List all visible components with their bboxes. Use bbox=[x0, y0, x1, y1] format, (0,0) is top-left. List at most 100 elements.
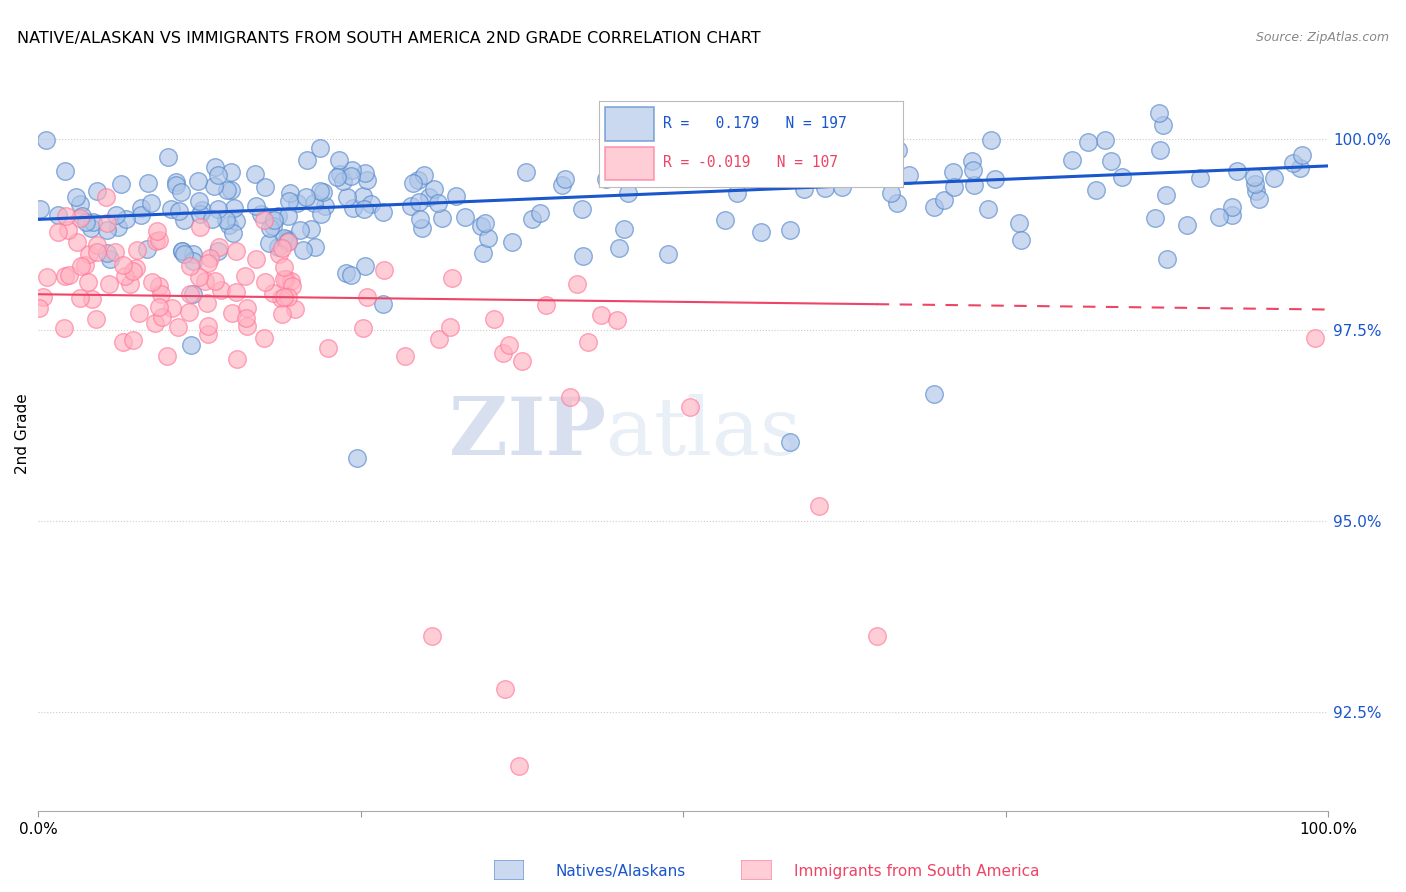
Point bbox=[1243, 169, 1265, 184]
Point bbox=[1226, 164, 1249, 178]
Point bbox=[962, 163, 984, 178]
Point bbox=[346, 450, 368, 465]
Point bbox=[84, 311, 107, 326]
Point bbox=[55, 210, 77, 224]
Point bbox=[202, 179, 225, 194]
Point bbox=[215, 183, 238, 197]
Point bbox=[288, 223, 311, 237]
Point bbox=[922, 200, 945, 214]
Point bbox=[270, 291, 292, 305]
Point bbox=[65, 189, 87, 203]
Point bbox=[494, 682, 516, 697]
Point bbox=[401, 199, 423, 213]
Point bbox=[190, 203, 212, 218]
Point bbox=[181, 287, 204, 301]
Point bbox=[257, 235, 280, 250]
Point bbox=[309, 184, 332, 198]
Point bbox=[980, 133, 1002, 147]
Point bbox=[197, 319, 219, 334]
Point bbox=[329, 167, 352, 181]
Point bbox=[194, 274, 217, 288]
Point bbox=[444, 188, 467, 202]
Point bbox=[441, 271, 464, 285]
Point bbox=[188, 194, 211, 209]
Point bbox=[53, 163, 76, 178]
Point bbox=[1147, 106, 1170, 120]
Point bbox=[218, 218, 240, 232]
Point bbox=[354, 259, 377, 273]
Point bbox=[576, 334, 599, 349]
Point bbox=[1263, 171, 1285, 186]
Point bbox=[179, 287, 201, 301]
Point bbox=[86, 184, 108, 198]
Point bbox=[501, 235, 523, 249]
Point bbox=[73, 258, 96, 272]
Point bbox=[314, 199, 336, 213]
Point bbox=[86, 245, 108, 260]
Point bbox=[1152, 118, 1174, 132]
Point bbox=[179, 259, 201, 273]
Point bbox=[128, 306, 150, 320]
Point bbox=[277, 209, 299, 223]
Point bbox=[373, 262, 395, 277]
Text: ZIP: ZIP bbox=[449, 394, 606, 472]
Point bbox=[141, 276, 163, 290]
Point bbox=[960, 154, 983, 169]
Point bbox=[657, 247, 679, 261]
Point bbox=[869, 160, 891, 174]
Point bbox=[129, 201, 152, 215]
Point bbox=[1099, 154, 1122, 169]
Point bbox=[572, 250, 595, 264]
Point bbox=[46, 225, 69, 239]
Point bbox=[430, 211, 453, 225]
Point bbox=[197, 295, 219, 310]
Point bbox=[253, 331, 276, 345]
Point bbox=[1060, 153, 1083, 167]
Point bbox=[209, 283, 232, 297]
Point bbox=[749, 226, 772, 240]
Point bbox=[679, 400, 702, 414]
Point bbox=[187, 174, 209, 188]
Point bbox=[713, 212, 735, 227]
Point bbox=[498, 338, 520, 352]
Point bbox=[1010, 233, 1032, 247]
Point bbox=[302, 196, 325, 211]
Point bbox=[922, 386, 945, 401]
Point bbox=[353, 202, 375, 216]
Point bbox=[678, 144, 700, 158]
Point bbox=[682, 133, 704, 147]
Point bbox=[1303, 331, 1326, 345]
Point bbox=[554, 171, 576, 186]
Point bbox=[510, 353, 533, 368]
Point bbox=[124, 261, 146, 276]
Point bbox=[274, 272, 297, 286]
Point bbox=[1220, 208, 1243, 222]
Point bbox=[735, 167, 758, 181]
Point bbox=[316, 341, 339, 355]
Point bbox=[304, 239, 326, 253]
Point bbox=[482, 311, 505, 326]
Point bbox=[1282, 155, 1305, 169]
Point bbox=[866, 629, 889, 643]
Point bbox=[125, 243, 148, 257]
Point bbox=[207, 202, 229, 217]
Point bbox=[200, 252, 222, 266]
Point bbox=[136, 176, 159, 190]
Point bbox=[534, 298, 557, 312]
Point bbox=[831, 180, 853, 194]
Point bbox=[173, 246, 195, 260]
Point bbox=[295, 153, 318, 168]
Point bbox=[225, 213, 247, 227]
Point bbox=[259, 220, 281, 235]
Point bbox=[520, 211, 543, 226]
Point bbox=[394, 350, 416, 364]
Point bbox=[201, 212, 224, 227]
Point bbox=[613, 221, 636, 235]
Point bbox=[276, 231, 298, 245]
Point bbox=[52, 321, 75, 335]
Point bbox=[207, 244, 229, 258]
Point bbox=[28, 202, 51, 216]
Point bbox=[181, 247, 204, 261]
Point bbox=[1247, 192, 1270, 206]
Point bbox=[204, 161, 226, 175]
